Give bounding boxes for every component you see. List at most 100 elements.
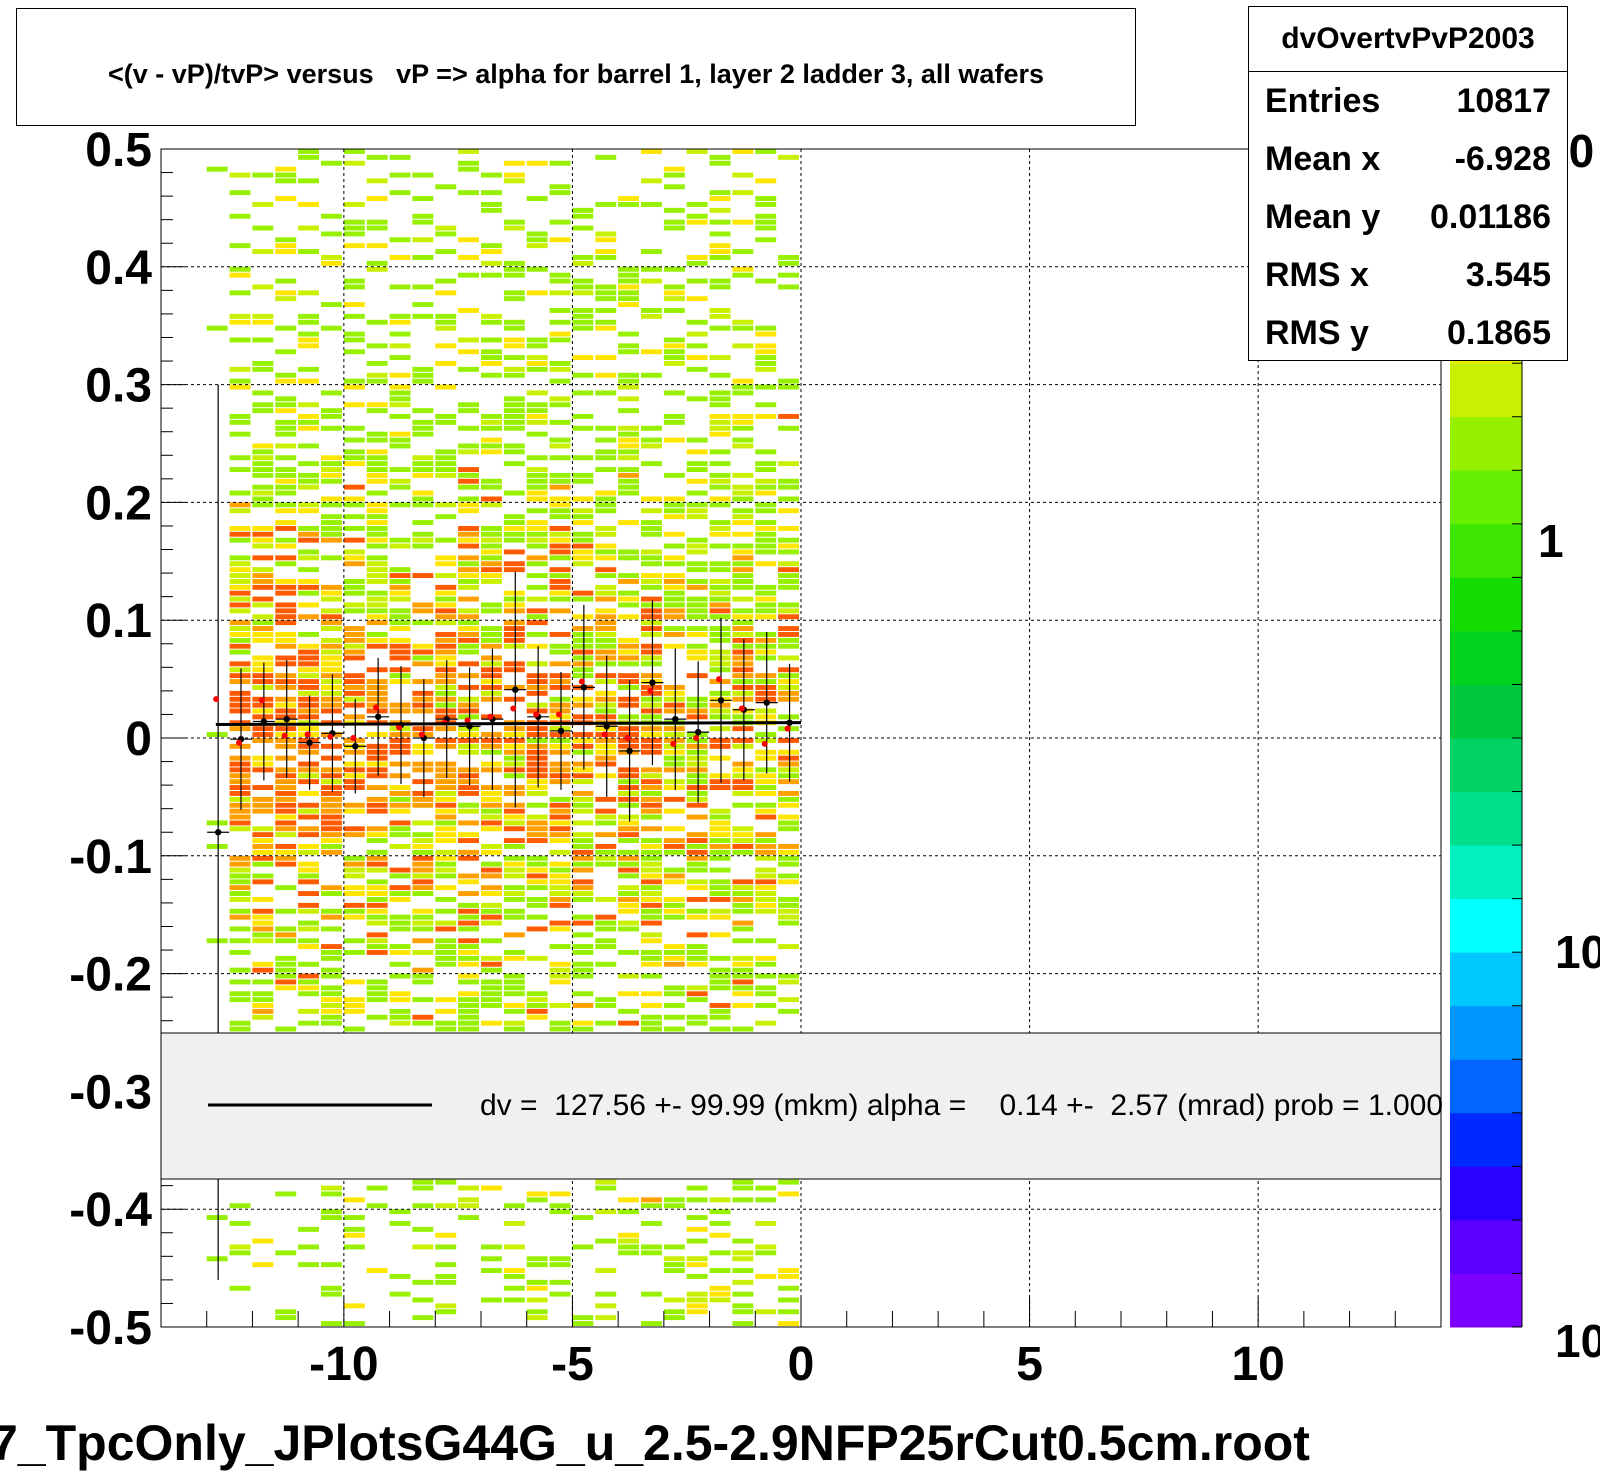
heatmap-cell (412, 425, 434, 431)
heatmap-cell (435, 467, 457, 472)
heatmap-cell (412, 284, 434, 290)
heatmap-cell (366, 985, 388, 991)
heatmap-cell (709, 773, 731, 779)
heatmap-cell (343, 331, 365, 337)
heatmap-cell (549, 702, 571, 708)
heatmap-cell (709, 561, 731, 567)
heatmap-cell (343, 950, 365, 955)
heatmap-cell (412, 602, 434, 608)
heatmap-cell (343, 802, 365, 808)
heatmap-cell (229, 891, 251, 896)
heatmap-cell (229, 702, 251, 708)
heatmap-cell (709, 231, 731, 237)
heatmap-cell (709, 973, 731, 979)
heatmap-cell (755, 1274, 777, 1279)
heatmap-cell (366, 632, 388, 637)
heatmap-cell (755, 679, 777, 684)
heatmap-cell (755, 355, 777, 360)
heatmap-cell (686, 561, 708, 567)
heatmap-cell (572, 867, 594, 873)
heatmap-cell (298, 673, 319, 679)
heatmap-cell (366, 1268, 388, 1273)
heatmap-cell (641, 425, 662, 431)
heatmap-cell (389, 667, 411, 673)
heatmap-cell (572, 844, 594, 849)
heatmap-cell (755, 449, 777, 455)
heatmap-cell (526, 861, 548, 867)
heatmap-cell (641, 685, 662, 690)
heatmap-cell (778, 425, 799, 431)
heatmap-cell (778, 767, 799, 773)
heatmap-cell (709, 249, 731, 254)
heatmap-cell (412, 950, 434, 955)
heatmap-cell (595, 926, 617, 932)
heatmap-cell (503, 855, 525, 861)
heatmap-cell (526, 266, 548, 272)
heatmap-cell (412, 213, 434, 219)
heatmap-cell (663, 690, 685, 696)
heatmap-cell (778, 738, 799, 743)
heatmap-cell (275, 1250, 297, 1256)
heatmap-cell (709, 667, 731, 673)
heatmap-cell (686, 467, 708, 472)
heatmap-cell (435, 708, 457, 714)
heatmap-cell (458, 944, 479, 949)
heatmap-cell (435, 785, 457, 790)
profile-point-red (693, 735, 700, 741)
heatmap-cell (686, 1185, 708, 1191)
heatmap-cell (481, 796, 502, 802)
heatmap-cell (321, 944, 342, 949)
heatmap-cell (275, 832, 297, 838)
heatmap-cell (755, 178, 777, 184)
heatmap-cell (366, 531, 388, 537)
heatmap-cell (481, 785, 502, 790)
heatmap-cell (321, 849, 342, 855)
heatmap-cell (366, 361, 388, 366)
heatmap-cell (458, 272, 479, 278)
heatmap-cell (549, 237, 571, 243)
heatmap-cell (503, 767, 525, 773)
heatmap-cell (458, 561, 479, 567)
heatmap-cell (343, 537, 365, 543)
profile-points (207, 384, 801, 1280)
heatmap-cell (732, 938, 754, 944)
heatmap-cell (229, 455, 251, 461)
heatmap-cell (709, 755, 731, 761)
heatmap-cell (206, 325, 228, 331)
heatmap-cell (641, 526, 662, 531)
heatmap-cell (686, 437, 708, 443)
heatmap-cell (503, 178, 525, 184)
heatmap-cell (709, 885, 731, 891)
heatmap-cell (275, 349, 297, 355)
heatmap-cell (595, 508, 617, 514)
heatmap-cell (389, 761, 411, 767)
stats-label: Entries (1265, 82, 1381, 120)
heatmap-cell (641, 696, 662, 702)
heatmap-cell (481, 826, 502, 832)
heatmap-cell (663, 1003, 685, 1008)
y-tick-label: -0.4 (69, 1184, 152, 1237)
heatmap-cell (572, 885, 594, 891)
heatmap-cell (709, 396, 731, 402)
heatmap-cell (481, 567, 502, 573)
heatmap-cell (549, 219, 571, 225)
heatmap-cell (389, 997, 411, 1003)
heatmap-cell (458, 567, 479, 573)
heatmap-cell (732, 961, 754, 967)
heatmap-cell (481, 561, 502, 567)
profile-point-black (672, 715, 679, 723)
heatmap-cell (618, 920, 639, 926)
heatmap-cell (229, 826, 251, 832)
heatmap-cell (778, 685, 799, 690)
heatmap-cell (435, 1244, 457, 1250)
heatmap-cell (503, 950, 525, 955)
heatmap-cell (732, 667, 754, 673)
profile-point-black (512, 686, 519, 693)
heatmap-cell (778, 255, 799, 260)
heatmap-cell (709, 855, 731, 861)
heatmap-cell (503, 366, 525, 372)
heatmap-cell (458, 555, 479, 561)
heatmap-cell (663, 284, 685, 290)
heatmap-cell (389, 537, 411, 543)
heatmap-cell (686, 844, 708, 849)
